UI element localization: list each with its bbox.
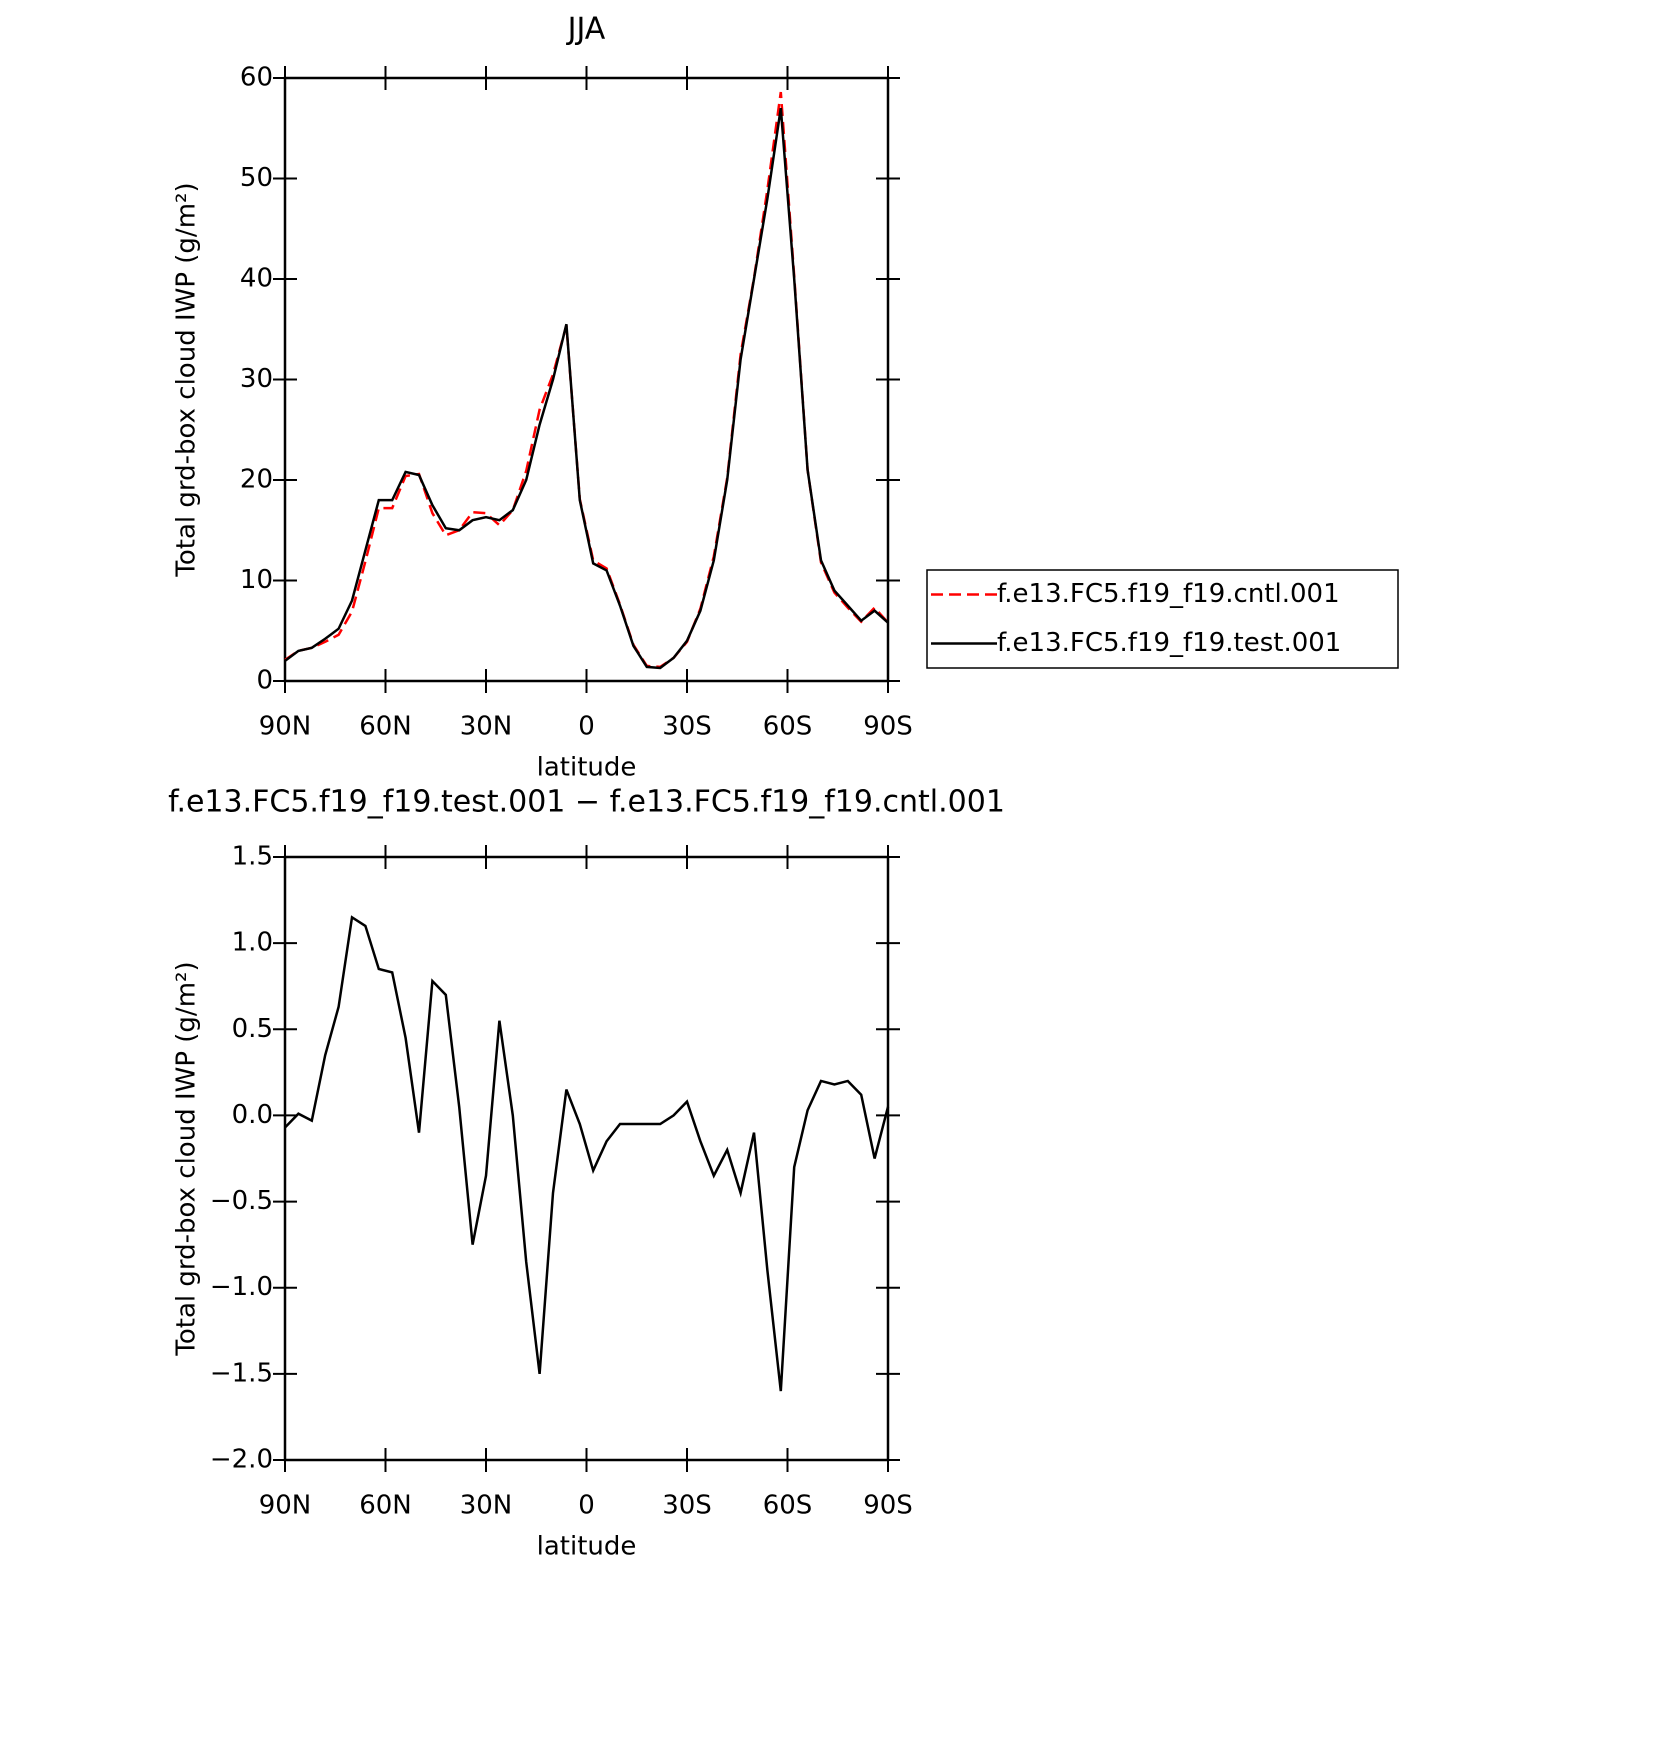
- y-tick-label: 0.5: [232, 1014, 273, 1044]
- x-tick-label: 0: [578, 712, 595, 742]
- y-tick-label: 50: [240, 163, 273, 193]
- y-tick-label: 30: [240, 364, 273, 394]
- x-tick-label: 30N: [460, 1491, 513, 1521]
- chart-title: JJA: [566, 12, 606, 47]
- y-tick-label: 1.0: [232, 928, 273, 958]
- y-tick-label: −1.0: [210, 1272, 273, 1302]
- y-tick-label: 0: [256, 666, 273, 696]
- y-tick-label: −2.0: [210, 1445, 273, 1475]
- legend-label: f.e13.FC5.f19_f19.test.001: [997, 628, 1341, 658]
- chart-title: f.e13.FC5.f19_f19.test.001 − f.e13.FC5.f…: [168, 785, 1005, 820]
- x-tick-label: 90S: [863, 712, 913, 742]
- y-tick-label: −0.5: [210, 1186, 273, 1216]
- y-tick-label: 40: [240, 264, 273, 294]
- x-tick-label: 90N: [259, 712, 312, 742]
- y-tick-label: 60: [240, 63, 273, 93]
- y-tick-label: −1.5: [210, 1358, 273, 1388]
- y-axis-label: Total grd-box cloud IWP (g/m²): [172, 961, 202, 1356]
- y-tick-label: 0.0: [232, 1100, 273, 1130]
- plot-frame: [283, 855, 890, 1462]
- x-tick-label: 90S: [863, 1491, 913, 1521]
- y-axis-label: Total grd-box cloud IWP (g/m²): [172, 182, 202, 577]
- x-tick-label: 30S: [662, 712, 712, 742]
- legend-box: [926, 569, 1399, 669]
- data-line: [284, 91, 889, 669]
- x-axis-label: latitude: [537, 753, 637, 783]
- y-tick-label: 20: [240, 465, 273, 495]
- x-tick-label: 30S: [662, 1491, 712, 1521]
- x-axis-label: latitude: [537, 1532, 637, 1562]
- x-tick-label: 90N: [259, 1491, 312, 1521]
- x-tick-label: 30N: [460, 712, 513, 742]
- legend-label: f.e13.FC5.f19_f19.cntl.001: [997, 579, 1340, 609]
- x-tick-label: 60S: [763, 1491, 813, 1521]
- data-line: [284, 107, 889, 670]
- x-tick-label: 60N: [359, 1491, 412, 1521]
- x-tick-label: 0: [578, 1491, 595, 1521]
- data-line: [284, 915, 890, 1392]
- x-tick-label: 60S: [763, 712, 813, 742]
- y-tick-label: 10: [240, 565, 273, 595]
- plot-frame: [283, 76, 890, 683]
- y-tick-label: 1.5: [232, 842, 273, 872]
- x-tick-label: 60N: [359, 712, 412, 742]
